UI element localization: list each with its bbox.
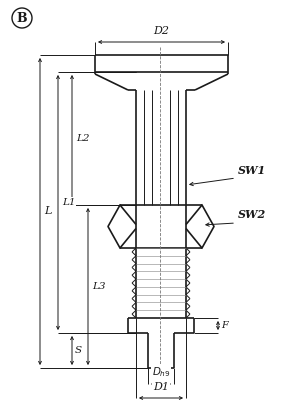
Text: L3: L3 [92,282,106,291]
Text: SW1: SW1 [238,165,266,176]
Text: F: F [221,321,228,330]
Text: B: B [17,11,27,24]
Text: $D_{h9}$: $D_{h9}$ [152,365,170,379]
Text: D1: D1 [153,382,169,392]
Text: S: S [75,346,82,355]
Text: SW2: SW2 [238,210,266,221]
Text: L: L [44,207,52,216]
Text: D2: D2 [153,26,169,36]
Text: L2: L2 [76,134,90,143]
Text: L1: L1 [62,198,75,207]
